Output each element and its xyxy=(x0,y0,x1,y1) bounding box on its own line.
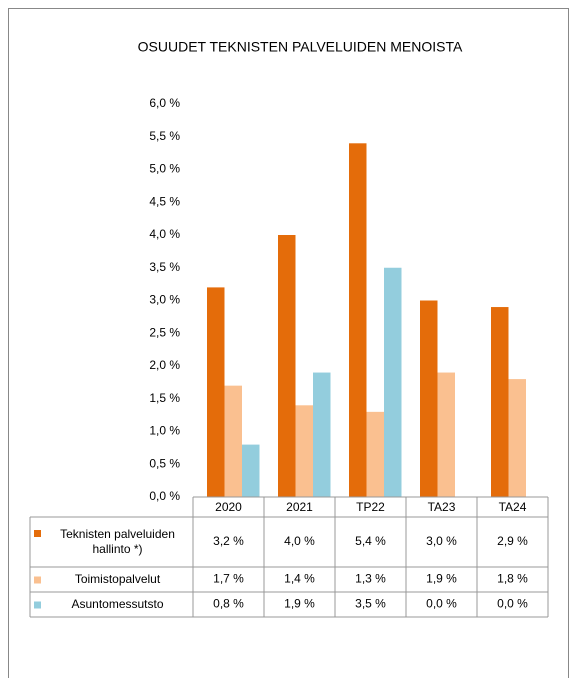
x-tick-label: TA24 xyxy=(499,500,527,514)
legend-label: Toimistopalvelut xyxy=(74,572,161,586)
x-tick-label: TP22 xyxy=(356,500,385,514)
y-tick-label: 5,0 % xyxy=(149,162,180,176)
y-tick-label: 0,5 % xyxy=(149,456,180,470)
bar xyxy=(366,411,384,497)
x-tick-label: TA23 xyxy=(428,500,456,514)
chart-title: OSUUDET TEKNISTEN PALVELUIDEN MENOISTA xyxy=(138,39,463,55)
table-value: 4,0 % xyxy=(284,534,315,548)
bar xyxy=(437,372,455,497)
y-tick-label: 1,0 % xyxy=(149,424,180,438)
y-tick-label: 1,5 % xyxy=(149,391,180,405)
y-tick-label: 3,0 % xyxy=(149,293,180,307)
bar xyxy=(224,385,242,497)
y-tick-label: 2,5 % xyxy=(149,325,180,339)
legend-label: Teknisten palveluiden hallinto *) xyxy=(60,527,175,556)
legend-label-box: Toimistopalvelut xyxy=(74,572,161,586)
table-value: 1,8 % xyxy=(497,572,528,586)
bar xyxy=(313,372,331,497)
x-tick-label: 2021 xyxy=(286,500,313,514)
legend-label-box: Teknisten palveluiden hallinto *) xyxy=(60,527,175,556)
table-value: 1,3 % xyxy=(355,572,386,586)
table-value: 3,5 % xyxy=(355,597,386,611)
table-value: 0,0 % xyxy=(426,597,457,611)
table-value: 2,9 % xyxy=(497,534,528,548)
table-value: 1,9 % xyxy=(284,597,315,611)
legend-label-box: Asuntomessutsto xyxy=(71,597,164,611)
legend-swatch xyxy=(34,601,41,609)
bar xyxy=(207,287,225,497)
table-value: 1,4 % xyxy=(284,572,315,586)
bar xyxy=(349,143,367,498)
bar xyxy=(384,267,402,497)
y-tick-label: 4,0 % xyxy=(149,227,180,241)
y-tick-label: 2,0 % xyxy=(149,358,180,372)
table-value: 1,9 % xyxy=(426,572,457,586)
y-tick-label: 4,5 % xyxy=(149,194,180,208)
y-tick-label: 0,0 % xyxy=(149,489,180,503)
bar xyxy=(295,405,313,497)
bar xyxy=(508,379,526,497)
legend-label: Asuntomessutsto xyxy=(71,597,164,611)
table-value: 1,7 % xyxy=(213,572,244,586)
table-value: 3,0 % xyxy=(426,534,457,548)
y-tick-label: 6,0 % xyxy=(149,96,180,110)
y-tick-label: 5,5 % xyxy=(149,129,180,143)
legend-swatch xyxy=(34,530,41,537)
bar xyxy=(278,235,296,497)
table-value: 5,4 % xyxy=(355,534,386,548)
legend-swatch xyxy=(34,576,41,584)
table-value: 0,8 % xyxy=(213,597,244,611)
y-tick-label: 3,5 % xyxy=(149,260,180,274)
table-value: 0,0 % xyxy=(497,597,528,611)
bar xyxy=(420,300,438,497)
x-tick-label: 2020 xyxy=(215,500,242,514)
table-value: 3,2 % xyxy=(213,534,244,548)
bar xyxy=(491,307,509,497)
bar xyxy=(242,444,260,497)
